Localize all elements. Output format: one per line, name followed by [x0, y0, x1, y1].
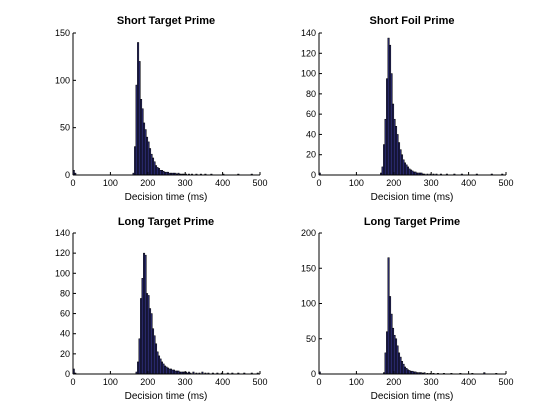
- subplot-short-target-prime: Short Target Prime 0 100 200 300 400 500 0 50 10…: [55, 15, 268, 203]
- y-tick-label: 60: [60, 309, 70, 319]
- x-tick-label: 300: [424, 178, 439, 188]
- x-tick-label: 500: [252, 178, 267, 188]
- y-tick-label: 150: [301, 263, 316, 273]
- y-tick-label: 40: [60, 329, 70, 339]
- y-tick-label: 0: [311, 170, 316, 180]
- y-tick-label: 200: [301, 228, 316, 238]
- y-tick-label: 40: [306, 129, 316, 139]
- x-tick-label: 400: [215, 178, 230, 188]
- y-tick-label: 0: [65, 369, 70, 379]
- y-tick-label: 50: [306, 334, 316, 344]
- x-tick-label: 200: [386, 377, 401, 387]
- y-tick-label: 120: [55, 248, 70, 258]
- subplot-title: Short Foil Prime: [370, 15, 455, 27]
- y-tick-label: 0: [311, 369, 316, 379]
- x-tick-label: 400: [461, 178, 476, 188]
- y-tick-label: 100: [55, 268, 70, 278]
- subplot-short-foil-prime: Short Foil Prime 0 100 200 300 400 500 0 20 40 60…: [301, 15, 514, 203]
- x-axis-label: Decision time (ms): [371, 192, 454, 203]
- y-tick-label: 100: [301, 299, 316, 309]
- x-axis-label: Decision time (ms): [125, 192, 208, 203]
- x-tick-label: 100: [103, 178, 118, 188]
- x-tick-label: 300: [424, 377, 439, 387]
- y-tick-label: 150: [55, 28, 70, 38]
- y-tick-label: 100: [55, 75, 70, 85]
- y-tick-label: 0: [65, 170, 70, 180]
- x-axis-label: Decision time (ms): [125, 391, 208, 402]
- x-tick-label: 0: [70, 178, 75, 188]
- x-tick-label: 0: [316, 178, 321, 188]
- x-tick-label: 100: [349, 178, 364, 188]
- x-tick-label: 300: [178, 377, 193, 387]
- y-tick-label: 60: [306, 109, 316, 119]
- x-tick-label: 300: [178, 178, 193, 188]
- subplot-title: Short Target Prime: [117, 15, 215, 27]
- y-tick-label: 80: [306, 89, 316, 99]
- x-tick-label: 100: [349, 377, 364, 387]
- x-tick-label: 400: [215, 377, 230, 387]
- subplot-long-target-prime-left: Long Target Prime 0 100 200 300 400 500 0 20 40 6…: [55, 216, 268, 402]
- y-tick-label: 120: [301, 48, 316, 58]
- x-tick-label: 500: [252, 377, 267, 387]
- y-tick-label: 50: [60, 123, 70, 133]
- x-tick-label: 0: [316, 377, 321, 387]
- subplot-long-target-prime-right: Long Target Prime 0 100 200 300 400 500 0 50 100…: [301, 216, 514, 402]
- x-tick-label: 100: [103, 377, 118, 387]
- y-tick-label: 140: [55, 228, 70, 238]
- y-tick-label: 80: [60, 288, 70, 298]
- y-tick-label: 140: [301, 28, 316, 38]
- y-tick-label: 20: [60, 349, 70, 359]
- x-tick-label: 0: [70, 377, 75, 387]
- x-tick-label: 200: [386, 178, 401, 188]
- x-tick-label: 500: [498, 178, 513, 188]
- x-tick-label: 200: [140, 377, 155, 387]
- y-tick-label: 20: [306, 150, 316, 160]
- x-axis-label: Decision time (ms): [371, 391, 454, 402]
- subplot-title: Long Target Prime: [364, 216, 460, 228]
- x-tick-label: 500: [498, 377, 513, 387]
- subplot-title: Long Target Prime: [118, 216, 214, 228]
- x-tick-label: 200: [140, 178, 155, 188]
- y-tick-label: 100: [301, 69, 316, 79]
- x-tick-label: 400: [461, 377, 476, 387]
